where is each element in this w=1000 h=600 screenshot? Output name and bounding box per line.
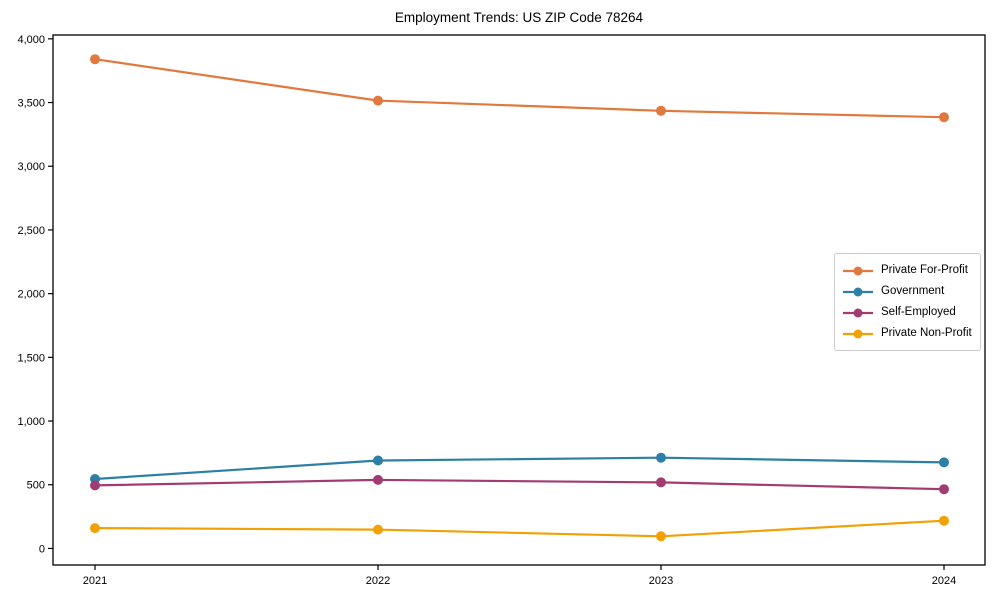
plot-border xyxy=(52,34,986,566)
y-axis-tick-label: 2,500 xyxy=(17,225,45,237)
chart-title: Employment Trends: US ZIP Code 78264 xyxy=(395,10,644,25)
data-point-marker xyxy=(90,523,100,534)
legend-line-marker-icon xyxy=(843,287,873,296)
legend-item-self-employed: Self-Employed xyxy=(842,302,972,323)
legend-label: Private For-Profit xyxy=(881,264,968,276)
y-axis-tick-label: 0 xyxy=(39,543,45,555)
data-point-marker xyxy=(656,452,666,463)
data-point-marker xyxy=(373,474,383,485)
data-point-marker xyxy=(656,531,666,542)
legend-label: Private Non-Profit xyxy=(881,327,972,339)
x-axis-tick-label: 2024 xyxy=(932,575,956,587)
legend-label: Government xyxy=(881,285,945,297)
y-axis-tick-label: 2,000 xyxy=(17,289,45,301)
x-axis-tick-label: 2023 xyxy=(649,575,673,587)
data-point-marker xyxy=(373,524,383,535)
series-line-government xyxy=(94,456,945,481)
y-axis-tick-label: 3,000 xyxy=(17,161,45,173)
legend-item-private-for-profit: Private For-Profit xyxy=(842,260,972,281)
y-axis-tick-label: 4,000 xyxy=(17,34,45,46)
y-axis-tick-label: 500 xyxy=(27,480,45,492)
data-point-marker xyxy=(656,477,666,488)
legend-line-marker-icon xyxy=(843,329,873,338)
data-point-marker xyxy=(939,515,949,526)
legend-label: Self-Employed xyxy=(881,306,956,318)
legend: Private For-Profit Government Self-Emplo… xyxy=(834,253,981,351)
x-axis-tick-label: 2022 xyxy=(366,575,390,587)
x-axis-tick-label: 2021 xyxy=(83,575,107,587)
legend-item-government: Government xyxy=(842,281,972,302)
legend-line-marker-icon xyxy=(843,266,873,275)
plot-area: 0 500 1,000 1,500 2,000 2,500 3,000 3,500 4,000 2… xyxy=(17,34,986,587)
series-line-private-non-profit xyxy=(94,519,945,538)
data-point-marker xyxy=(90,480,100,491)
data-point-marker xyxy=(90,54,100,65)
legend-item-private-non-profit: Private Non-Profit xyxy=(842,323,972,344)
series-line-self-employed xyxy=(94,478,945,491)
data-point-marker xyxy=(656,105,666,116)
data-point-marker xyxy=(373,95,383,106)
data-point-marker xyxy=(939,457,949,468)
data-point-marker xyxy=(373,455,383,466)
y-axis-tick-label: 3,500 xyxy=(17,98,45,110)
y-axis-tick-label: 1,500 xyxy=(17,352,45,364)
data-point-marker xyxy=(939,112,949,123)
series-line-private-for-profit xyxy=(94,58,945,119)
y-axis-tick-label: 1,000 xyxy=(17,416,45,428)
legend-line-marker-icon xyxy=(843,308,873,317)
data-point-marker xyxy=(939,484,949,495)
